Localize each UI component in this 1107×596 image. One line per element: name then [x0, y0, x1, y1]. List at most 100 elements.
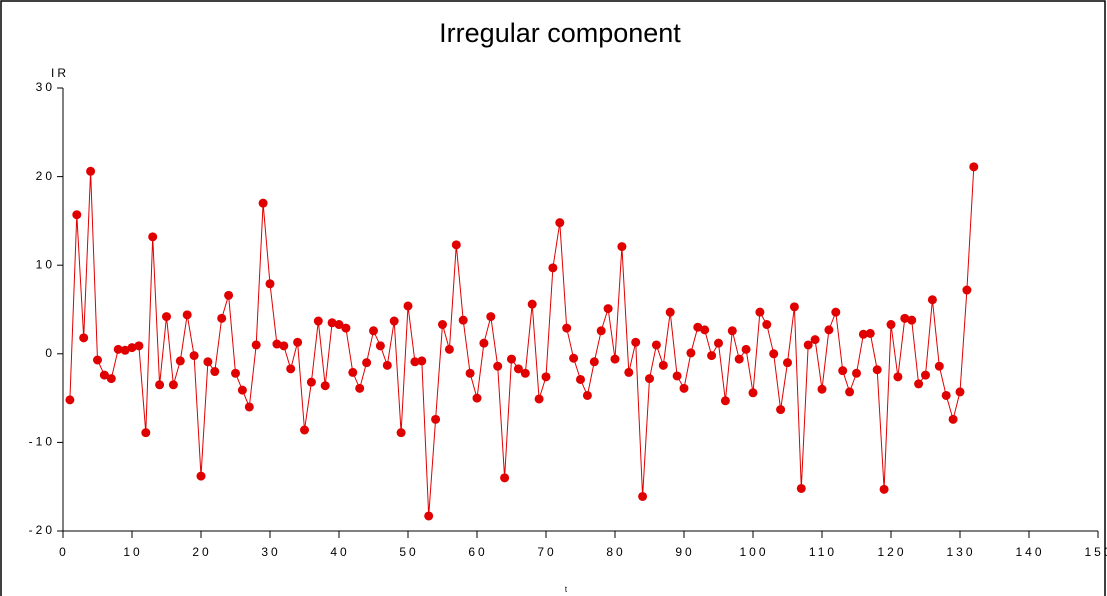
data-point: [258, 198, 268, 208]
data-point: [438, 320, 447, 330]
data-point: [824, 325, 834, 335]
data-point: [617, 242, 627, 252]
data-point: [451, 240, 461, 250]
data-point: [99, 370, 109, 380]
x-tick-label: 50: [399, 545, 418, 559]
data-point: [134, 341, 144, 351]
data-point: [645, 374, 654, 384]
data-point: [783, 358, 792, 368]
data-point: [79, 333, 89, 343]
chart-title: Irregular component: [439, 18, 681, 48]
data-point: [486, 312, 496, 322]
data-point: [576, 374, 585, 384]
data-point: [120, 345, 130, 355]
data-point: [355, 383, 365, 393]
x-axis-label: t: [565, 585, 568, 594]
data-point: [210, 367, 220, 377]
data-point: [914, 379, 924, 389]
x-tick-label: 20: [192, 545, 211, 559]
data-point: [789, 302, 799, 312]
data-point: [444, 344, 454, 354]
data-point: [941, 390, 951, 400]
data-point: [410, 357, 420, 367]
data-point: [127, 343, 137, 353]
data-point: [810, 335, 820, 345]
data-point: [596, 326, 606, 336]
data-point: [341, 323, 351, 333]
data-point: [396, 428, 406, 438]
x-tick-label: 0: [59, 545, 69, 559]
data-point: [872, 365, 882, 375]
data-point: [272, 339, 282, 349]
data-point: [348, 367, 358, 377]
data-point: [237, 385, 247, 395]
x-tick-label: 40: [330, 545, 349, 559]
data-point: [493, 361, 503, 371]
data-point: [817, 384, 827, 394]
data-point: [65, 395, 75, 405]
data-point: [389, 316, 399, 326]
data-point: [769, 349, 779, 359]
data-point: [727, 326, 737, 336]
data-point: [624, 367, 634, 377]
data-point: [921, 370, 930, 380]
data-point: [755, 307, 765, 317]
data-point: [431, 414, 441, 424]
x-tick-label: 150: [1084, 545, 1107, 559]
x-tick-label: 110: [809, 545, 837, 559]
data-point: [672, 371, 682, 381]
data-point: [665, 307, 675, 317]
data-point: [838, 366, 848, 376]
data-point: [265, 279, 275, 289]
data-point: [852, 368, 861, 378]
data-point: [217, 313, 227, 323]
x-tick-label: 60: [468, 545, 487, 559]
data-point: [548, 263, 558, 273]
data-point: [72, 210, 82, 220]
data-point: [569, 353, 579, 363]
y-tick-label: 30: [36, 80, 55, 94]
data-point: [900, 313, 910, 323]
y-tick-label: 10: [36, 257, 55, 271]
data-point: [500, 473, 510, 483]
data-point: [610, 354, 620, 364]
data-point: [231, 368, 240, 378]
data-point: [845, 387, 855, 397]
data-point: [279, 341, 289, 351]
data-point: [417, 356, 427, 366]
data-point: [831, 307, 841, 317]
data-point: [520, 368, 530, 378]
data-point: [776, 405, 786, 415]
data-point: [293, 337, 303, 347]
data-point: [555, 218, 565, 228]
data-point: [582, 390, 592, 400]
data-point: [106, 374, 116, 384]
data-point: [527, 299, 537, 309]
y-tick-label: -20: [29, 523, 55, 537]
data-point: [182, 310, 192, 320]
data-point: [886, 320, 896, 330]
data-point: [955, 387, 965, 397]
x-tick-label: 80: [606, 545, 625, 559]
data-point: [507, 354, 516, 364]
y-axis-label: IR: [51, 66, 69, 80]
data-point: [479, 338, 489, 348]
data-point: [589, 357, 599, 367]
data-point: [162, 312, 171, 322]
data-point: [375, 341, 385, 351]
data-point: [424, 511, 434, 521]
data-point: [113, 344, 123, 354]
data-point: [658, 360, 668, 370]
data-point: [196, 471, 206, 481]
data-point: [796, 483, 806, 493]
y-tick-label: 20: [36, 169, 55, 183]
data-point: [679, 383, 689, 393]
data-point: [251, 340, 261, 350]
data-point: [541, 372, 551, 382]
data-point: [562, 323, 572, 333]
data-point: [700, 325, 710, 335]
x-tick-label: 100: [739, 545, 768, 559]
data-point: [762, 320, 772, 330]
